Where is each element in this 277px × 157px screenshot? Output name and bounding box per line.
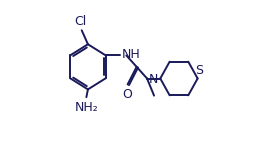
Text: NH: NH [121, 48, 140, 61]
Text: O: O [122, 88, 132, 101]
Text: S: S [195, 64, 203, 77]
Text: N: N [148, 73, 158, 86]
Text: Cl: Cl [74, 15, 86, 28]
Text: NH₂: NH₂ [75, 101, 98, 114]
